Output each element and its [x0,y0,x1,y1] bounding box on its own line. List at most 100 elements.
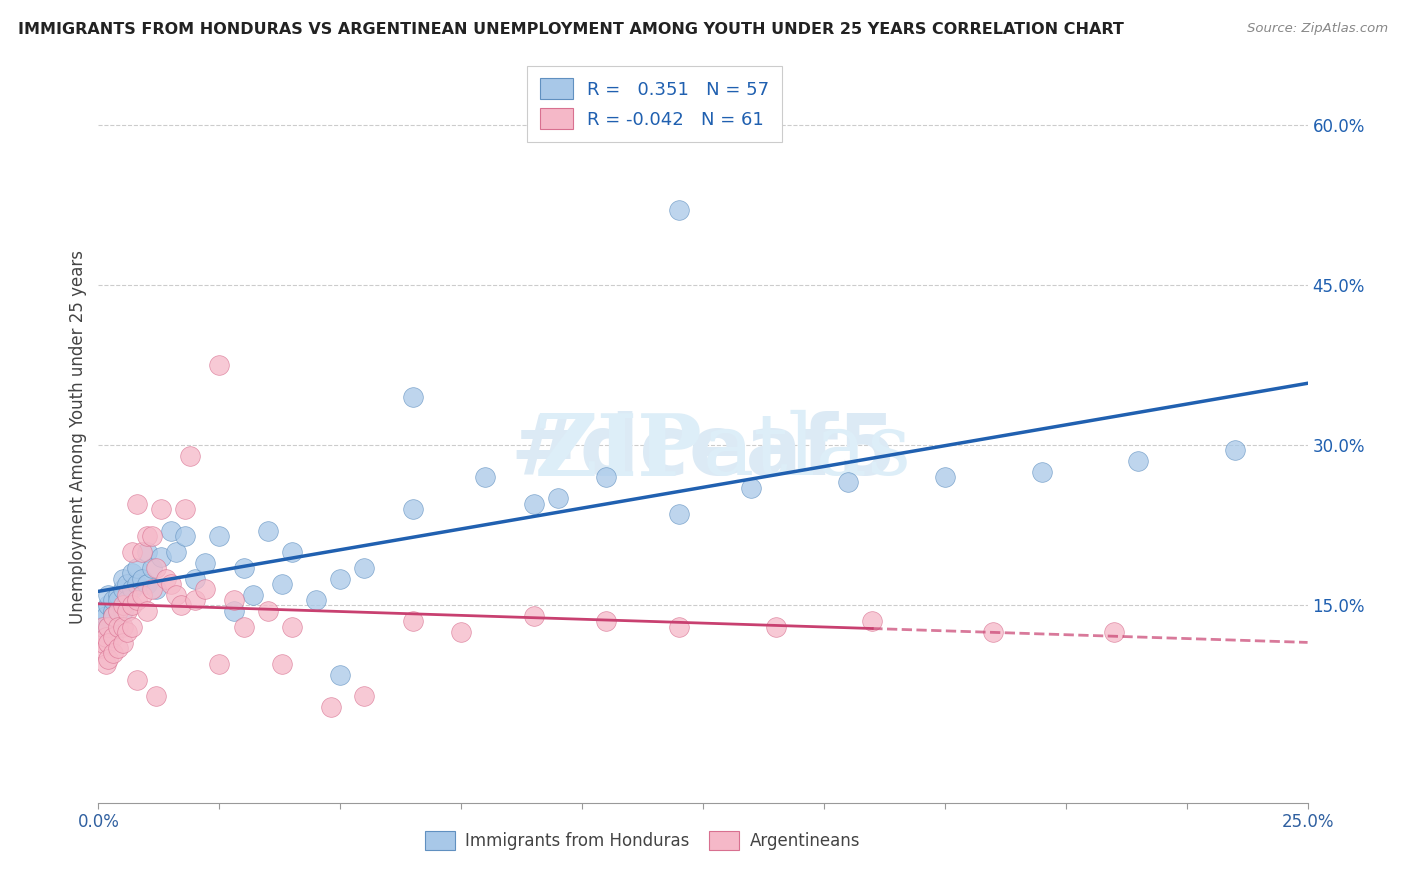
Point [97,619,120,633]
Point [165,588,187,602]
Point [765,619,787,633]
Point [117,624,139,639]
Point [91,604,114,618]
Point [97,635,120,649]
Point [155,572,177,586]
Point [91,619,114,633]
Point [91,635,114,649]
Point [222,593,245,607]
Point [135,545,157,559]
Point [111,582,134,597]
Point [107,604,129,618]
Point [121,545,143,559]
Point [319,699,342,714]
Y-axis label: Unemployment Among Youth under 25 years: Unemployment Among Youth under 25 years [69,250,87,624]
Point [117,588,139,602]
Point [117,604,139,618]
Point [595,470,617,484]
Point [94,657,117,671]
Point [668,203,690,218]
Point [117,577,139,591]
Point [934,470,956,484]
Point [111,604,134,618]
Point [281,619,304,633]
Point [117,593,139,607]
Point [271,577,294,591]
Point [135,529,157,543]
Point [242,588,264,602]
Point [101,604,124,618]
Point [127,561,149,575]
Text: #dceaf5: #dceaf5 [510,411,896,492]
Point [111,635,134,649]
Point [135,604,157,618]
Point [145,689,167,703]
Point [121,582,143,597]
Point [194,556,217,570]
Point [450,624,472,639]
Text: Source: ZipAtlas.com: Source: ZipAtlas.com [1247,22,1388,36]
Point [127,593,149,607]
Point [90,640,112,655]
Point [232,561,254,575]
Point [595,614,617,628]
Point [150,502,173,516]
Point [860,614,883,628]
Point [740,481,762,495]
Point [141,561,163,575]
Point [91,624,114,639]
Point [208,657,231,671]
Point [1102,624,1125,639]
Point [145,561,167,575]
Point [208,358,231,372]
Point [329,572,352,586]
Point [97,588,120,602]
Text: atlas: atlas [703,410,912,493]
Point [208,529,231,543]
Point [160,524,183,538]
Point [141,529,163,543]
Point [150,550,173,565]
Point [131,588,153,602]
Point [402,390,425,404]
Point [547,491,569,506]
Point [127,673,149,687]
Point [256,604,278,618]
Point [222,604,245,618]
Point [131,545,153,559]
Point [165,545,187,559]
Point [90,619,112,633]
Point [94,630,117,644]
Point [97,619,120,633]
Point [837,475,859,490]
Point [111,619,134,633]
Point [101,609,124,624]
Point [271,657,294,671]
Point [131,572,153,586]
Point [101,609,124,624]
Point [184,572,207,586]
Point [184,593,207,607]
Point [97,599,120,613]
Point [135,577,157,591]
Point [281,545,304,559]
Point [111,572,134,586]
Point [101,646,124,660]
Text: IMMIGRANTS FROM HONDURAS VS ARGENTINEAN UNEMPLOYMENT AMONG YOUTH UNDER 25 YEARS : IMMIGRANTS FROM HONDURAS VS ARGENTINEAN … [18,22,1125,37]
Point [353,561,375,575]
Point [101,630,124,644]
Point [232,619,254,633]
Point [981,624,1004,639]
Point [1223,443,1246,458]
Point [194,582,217,597]
Point [174,529,197,543]
Point [111,599,134,613]
Point [160,577,183,591]
Point [523,609,546,624]
Point [474,470,496,484]
Point [107,593,129,607]
Point [121,566,143,581]
Point [141,582,163,597]
Point [169,599,191,613]
Point [305,593,328,607]
